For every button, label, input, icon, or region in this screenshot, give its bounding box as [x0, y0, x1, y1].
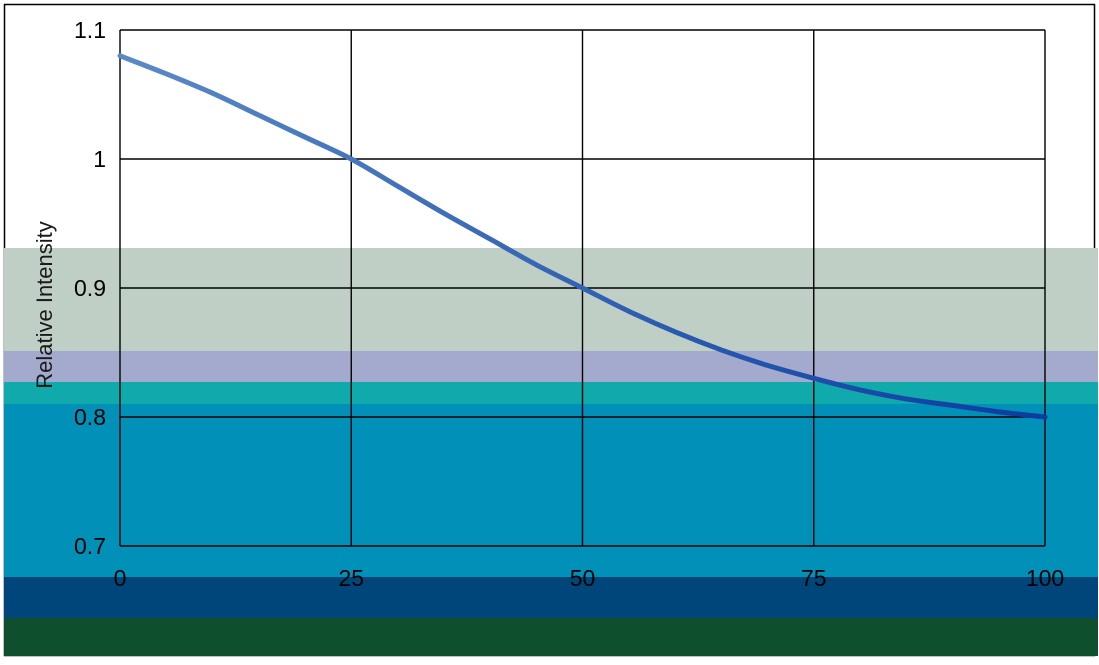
y-tick-label: 1: [93, 146, 106, 172]
x-tick-label: 0: [114, 565, 127, 591]
overlay-band: [4, 351, 1098, 382]
x-tick-label: 100: [1026, 565, 1064, 591]
series-line: [117, 53, 1048, 420]
x-tick-label: 75: [801, 565, 827, 591]
x-tick-label: 25: [338, 565, 364, 591]
overlay-band: [4, 248, 1098, 352]
y-tick-label: 0.8: [74, 404, 106, 430]
overlay-band: [4, 382, 1098, 404]
y-tick-label: 1.1: [74, 17, 106, 43]
overlay-band: [4, 577, 1098, 621]
x-tick-label: 50: [570, 565, 596, 591]
overlay-band: [4, 618, 1098, 656]
overlay-band: [4, 404, 1098, 578]
y-tick-label: 0.7: [74, 533, 106, 559]
y-axis-label: Relative Intensity: [32, 221, 57, 389]
y-tick-label: 0.9: [74, 275, 106, 301]
